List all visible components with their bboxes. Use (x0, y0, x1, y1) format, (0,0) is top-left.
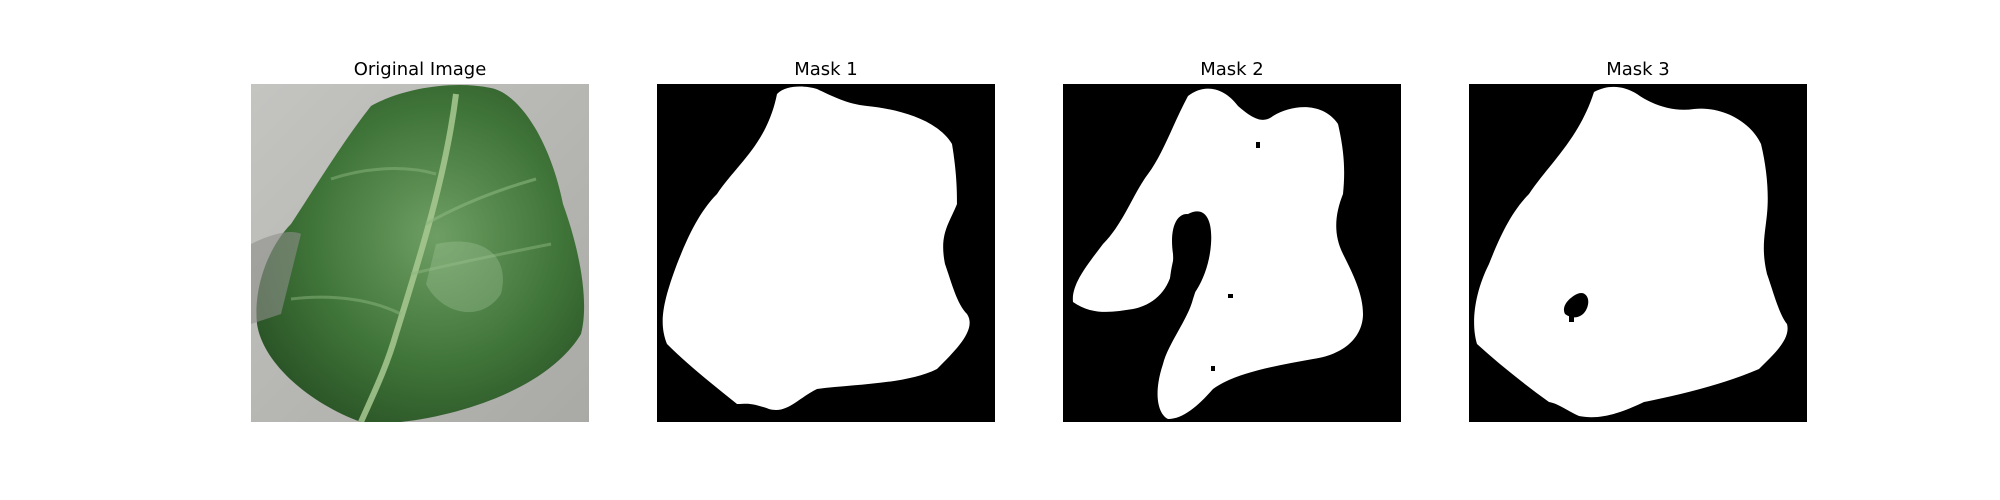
leaf-highlight (426, 241, 503, 313)
mask-hole (1563, 292, 1589, 318)
leaf-vein (410, 242, 552, 276)
panel-title: Mask 3 (1606, 59, 1670, 80)
panel-title: Original Image (353, 59, 487, 80)
leaf-vein (330, 167, 437, 181)
mask-region (1072, 88, 1363, 419)
leaf-vein (425, 177, 537, 226)
mask-speck (1211, 366, 1215, 371)
mask-2-image (1063, 84, 1401, 422)
mask-speck (1228, 294, 1233, 298)
mask-speck (1569, 316, 1574, 322)
leaf-midrib (358, 93, 459, 422)
mask-speck (1774, 189, 1778, 194)
original-leaf-image (251, 84, 589, 422)
mask-speck (1256, 142, 1260, 148)
mask-region (1474, 86, 1788, 418)
mask-1-image (657, 84, 995, 422)
panel-title: Mask 2 (1200, 59, 1264, 80)
panel-original-image: Original Image (251, 0, 589, 500)
panel-mask-3: Mask 3 (1469, 0, 1807, 500)
mask-region (662, 86, 970, 410)
panel-title: Mask 1 (794, 59, 858, 80)
mask-hole (1169, 211, 1212, 309)
leaf-vein (290, 295, 402, 316)
mask-3-image (1469, 84, 1807, 422)
panel-mask-2: Mask 2 (1063, 0, 1401, 500)
panel-mask-1: Mask 1 (657, 0, 995, 500)
leaf-shadow (251, 232, 301, 324)
